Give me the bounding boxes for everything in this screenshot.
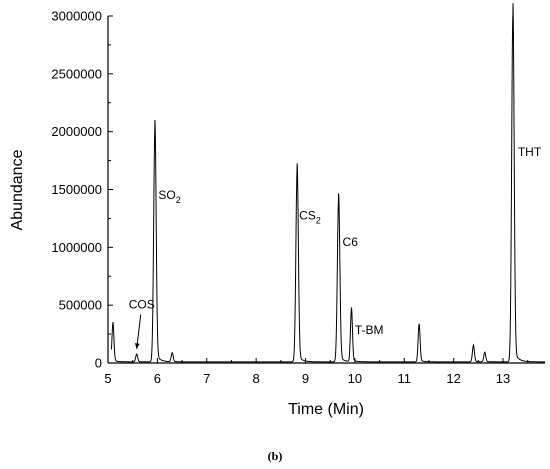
y-axis-title: Abundance [9,149,26,230]
x-tick-label: 5 [104,371,111,386]
annotation-arrow [136,314,142,349]
peak-label: T-BM [355,323,384,337]
peak-label-text: T-BM [355,323,384,337]
peak-label: CS2 [299,209,321,226]
x-tick-label: 8 [253,371,260,386]
figure-caption: (b) [268,449,283,463]
peak-label-text: THT [518,145,542,159]
peak-label-subscript: 2 [176,195,181,205]
y-tick-label: 0 [95,356,102,371]
x-tick-label: 12 [446,371,460,386]
x-tick-labels: 5 6 7 8 9 10 11 12 13 [104,371,510,386]
chromatogram-trace [110,3,545,363]
peak-label: COS [129,298,155,312]
y-tick-label: 2000000 [51,124,102,139]
x-tick-label: 7 [203,371,210,386]
x-tick-label: 6 [154,371,161,386]
peak-label-text: C6 [343,235,359,249]
x-tick-label: 11 [398,371,412,386]
peak-label: SO2 [158,188,180,205]
x-axis-title: Time (Min) [288,401,364,418]
x-tick-label: 10 [348,371,362,386]
y-tick-label: 3000000 [51,9,102,24]
y-tick-labels: 0 500000 1000000 1500000 2000000 2500000 30000… [51,9,102,371]
annotation-arrowhead [134,343,140,349]
peak-label-text: COS [129,298,155,312]
x-tick-label: 13 [496,371,510,386]
y-tick-label: 1000000 [51,240,102,255]
y-tick-label: 500000 [59,298,102,313]
peak-label: C6 [343,235,359,249]
peak-label: THT [518,145,542,159]
peak-label-text: CS [299,209,316,223]
peak-label-subscript: 2 [316,216,321,226]
y-tick-label: 1500000 [51,182,102,197]
y-tick-label: 2500000 [51,66,102,81]
peak-label-text: SO [158,188,175,202]
x-tick-label: 9 [302,371,309,386]
